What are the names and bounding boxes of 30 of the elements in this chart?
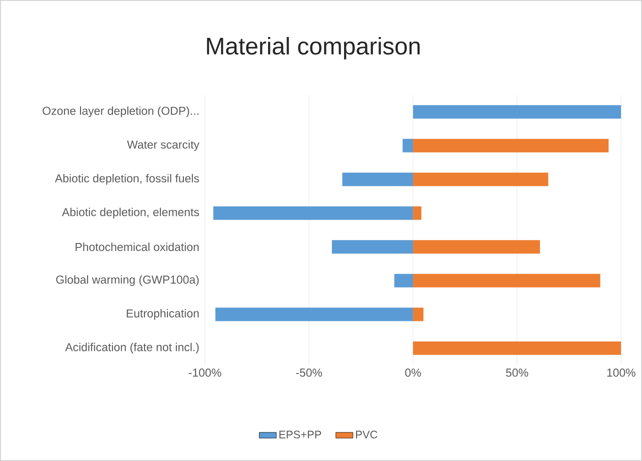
y-tick-label: Eutrophication (126, 309, 199, 320)
bar (413, 138, 609, 152)
bar (413, 274, 600, 288)
y-tick-label: Abiotic depletion, elements (62, 208, 199, 218)
y-tick-label: Acidification (fate not incl.) (65, 342, 199, 354)
bar (402, 138, 414, 152)
bar (413, 206, 422, 220)
legend-label: PVC (356, 430, 378, 438)
bar (413, 341, 622, 355)
bar (413, 172, 548, 186)
bar (332, 240, 414, 254)
y-tick-label: Ozone layer depletion (ODP)... (42, 106, 198, 118)
x-tick-label: 100% (607, 368, 636, 377)
chart-title: Material comparison (207, 37, 420, 60)
y-tick-label: Global warming (GWP100a) (56, 275, 199, 286)
bar (394, 274, 414, 288)
y-tick-label: Photochemical oxidation (76, 242, 199, 252)
y-tick-label: Water scarcity (127, 140, 200, 151)
bar (215, 308, 414, 322)
x-tick-label: 0% (405, 368, 421, 377)
bar (413, 308, 424, 322)
x-tick-label: -50% (296, 368, 322, 377)
y-tick-label: Abiotic depletion, fossil fuels (54, 174, 199, 185)
bar (213, 206, 414, 220)
legend-label: EPS+PP (279, 430, 322, 438)
bar (342, 172, 414, 186)
bar (413, 105, 622, 119)
bar (413, 240, 540, 254)
x-tick-label: -100% (188, 368, 222, 377)
x-tick-label: 50% (506, 368, 528, 377)
